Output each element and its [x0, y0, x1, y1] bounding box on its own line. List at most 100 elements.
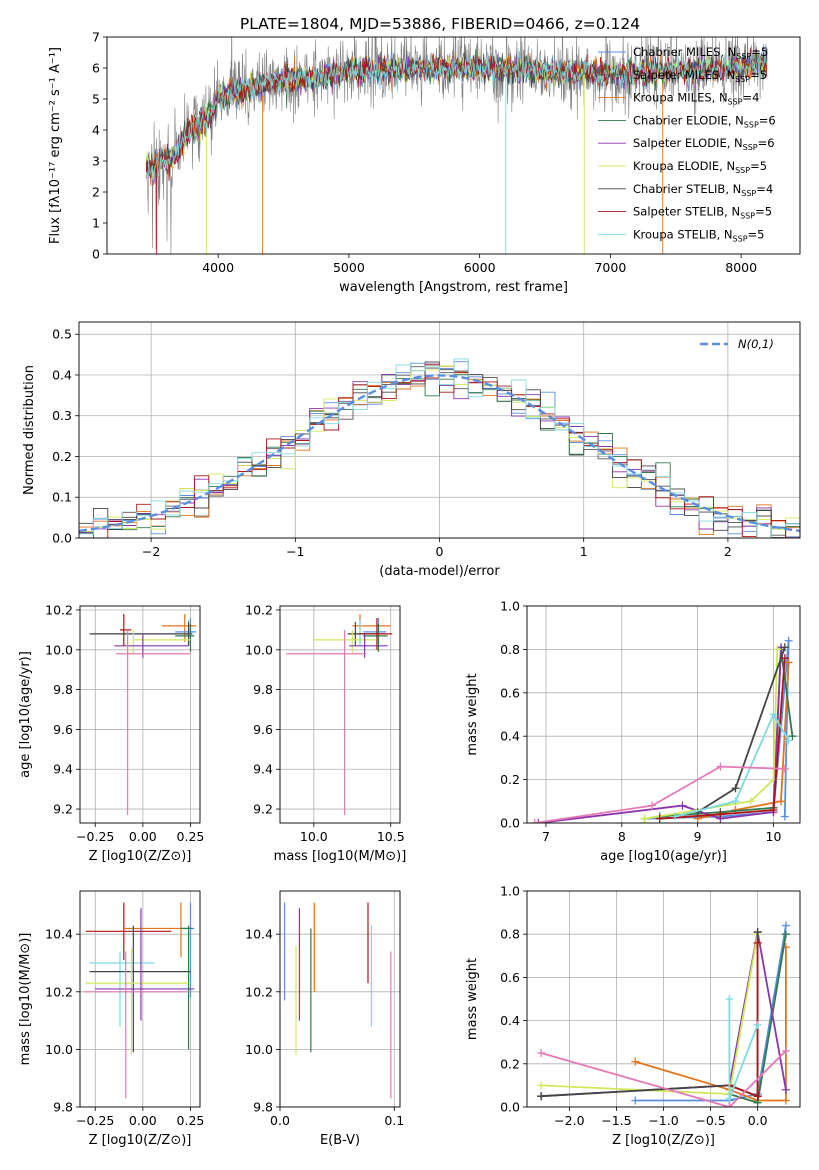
x-tick-label: 0.00 [129, 1113, 157, 1128]
x-axis-label: Z [log10(Z/Z⊙)] [612, 1133, 715, 1148]
weight-marker [780, 812, 789, 821]
y-tick-label: 0.4 [52, 367, 72, 382]
y-tick-label: 10.2 [45, 984, 73, 999]
axes-frame [106, 36, 801, 255]
x-tick-label: 6000 [464, 260, 496, 275]
y-tick-label: 9.2 [253, 802, 273, 817]
x-tick-label: 7 [542, 829, 550, 844]
axes-frame [78, 321, 801, 539]
legend-entry: Kroupa STELIB, NSSP=5 [633, 227, 764, 243]
weight_vs_age-plot [530, 636, 797, 823]
weight-marker [784, 736, 793, 745]
x-tick-label: 0.1 [384, 1113, 404, 1128]
residual-histogram-chabrier_elodie [79, 374, 800, 538]
y-tick-label: 10.0 [245, 642, 273, 657]
y-tick-label: 0.0 [52, 531, 72, 546]
weight-marker [781, 1085, 790, 1094]
y-tick-label: 9.2 [53, 802, 73, 817]
weight-marker [716, 810, 725, 819]
spectrum-axes: 4000 5000 6000 7000 8000 0 1 2 3 4 5 6 7 wavelength [… [48, 30, 801, 295]
weight-marker [537, 1049, 546, 1057]
y-tick-label: 10.2 [45, 602, 73, 617]
residuals-plot [79, 358, 800, 538]
weight-marker [784, 636, 793, 645]
weight-marker [725, 995, 734, 1003]
age_vs_mass-plot [286, 613, 393, 816]
x-tick-label: −1 [286, 544, 304, 559]
x-tick-label: 2 [724, 544, 732, 559]
y-tick-label: 0.0 [500, 816, 520, 831]
y-tick-label: 1.0 [500, 884, 520, 899]
model-chabrier_stelib [145, 48, 768, 176]
weight-marker [731, 797, 740, 806]
y-tick-label: 10.0 [45, 642, 73, 657]
y-tick-label: 0 [92, 247, 100, 262]
y-tick-label: 10.0 [245, 1042, 273, 1057]
x-tick-label: 0.00 [129, 829, 157, 844]
y-tick-label: 0.8 [500, 642, 520, 657]
x-tick-label: 10.0 [300, 829, 328, 844]
x-tick-label: 8000 [725, 260, 757, 275]
legend-entry: Chabrier STELIB, NSSP=4 [633, 182, 773, 198]
y-tick-label: 9.8 [253, 1100, 273, 1115]
weight-marker [753, 928, 762, 937]
y-tick-label: 0.2 [52, 449, 72, 464]
x-tick-label: 0.0 [748, 1113, 768, 1128]
legend-entry: Kroupa MILES, NSSP=4 [633, 91, 759, 107]
x-axis-label: (data-model)/error [379, 564, 500, 579]
mass_vs_ebv-axes: 0.0 0.1 9.8 10.0 10.2 10.4 E(B-V) [245, 890, 404, 1148]
legend-entry: N(0,1) [738, 337, 774, 351]
weight-marker [716, 762, 725, 771]
y-tick-label: 9.8 [253, 682, 273, 697]
weight_vs_Z-axes: −2.0 −1.5 −1.0 −0.5 0.0 0.0 0.2 0.4 0.6 0.8 1.0 Z [… [465, 884, 801, 1148]
mass_vs_Z-axes: −0.25 0.00 0.25 9.8 10.0 10.2 10.4 Z [log10(Z/Z… [18, 890, 205, 1148]
x-tick-label: 10 [766, 829, 782, 844]
weight-marker [781, 1046, 790, 1055]
y-tick-label: 9.8 [53, 682, 73, 697]
age_vs_mass-axes: 10.0 10.5 9.2 9.4 9.6 9.8 10.0 10.2 mass [log10(… [245, 602, 406, 864]
x-tick-label: 4000 [202, 260, 234, 275]
age_vs_Z-axes: −0.25 0.00 0.25 9.2 9.4 9.6 9.8 10.0 10.2 Z [log1… [18, 602, 204, 864]
y-tick-label: 0.6 [500, 970, 520, 985]
weight_vs_age-axes: 7 8 9 10 0.0 0.2 0.4 0.6 0.8 1.0 age [log10(age/yr… [465, 599, 801, 864]
residuals-legend: N(0,1) [700, 337, 774, 351]
x-tick-label: 10.5 [377, 829, 405, 844]
spectrum-legend: Chabrier MILES, NSSP=5 Salpeter MILES, NS… [598, 45, 776, 243]
y-tick-label: 0.4 [500, 1013, 520, 1028]
weight-line-salpeter_stelib [659, 658, 786, 820]
gaussian-curve [79, 374, 800, 533]
y-axis-label: Flux [fλ10⁻¹⁷ erg cm⁻² s⁻¹ A⁻¹] [48, 47, 63, 244]
x-tick-label: 0 [436, 544, 444, 559]
weight-marker [648, 801, 657, 810]
y-tick-label: 9.6 [253, 722, 273, 737]
mass_vs_Z-plot [83, 902, 195, 1099]
y-tick-label: 0.2 [500, 772, 520, 787]
residuals-axes: −2 −1 0 1 2 0.0 0.1 0.2 0.3 0.4 0.5 (data-model)/er… [22, 321, 801, 579]
x-tick-label: 0.25 [177, 1113, 205, 1128]
x-tick-label: −0.25 [76, 829, 114, 844]
y-tick-label: 0.2 [500, 1056, 520, 1071]
weight_vs_Z-plot [537, 921, 790, 1107]
y-tick-label: 9.4 [253, 762, 273, 777]
weight-marker [530, 819, 539, 823]
weight-marker [780, 764, 789, 773]
weight-marker [781, 930, 790, 939]
y-tick-label: 1.0 [500, 599, 520, 614]
y-axis-label: mass [log10(M/M⊙)] [18, 933, 33, 1066]
axes-frame [526, 890, 801, 1108]
axes-frame [79, 890, 201, 1108]
weight-line-kroupa_elodie [541, 934, 759, 1095]
weight-marker [781, 921, 790, 930]
legend-entry: Salpeter ELODIE, NSSP=6 [633, 136, 775, 152]
y-tick-label: 0.1 [52, 490, 72, 505]
y-tick-label: 10.4 [45, 927, 73, 942]
weight-marker [781, 1096, 790, 1105]
weight-marker [731, 784, 740, 793]
axes-frame [279, 890, 401, 1108]
y-axis-label: Normed distribution [22, 365, 37, 495]
residual-histogram-salpeter_stelib [79, 371, 800, 538]
y-tick-label: 6 [92, 61, 100, 76]
model-kroupa_stelib [145, 48, 768, 183]
weight-line-kroupa_elodie [644, 649, 779, 820]
x-axis-label: Z [log10(Z/Z⊙)] [89, 849, 192, 864]
